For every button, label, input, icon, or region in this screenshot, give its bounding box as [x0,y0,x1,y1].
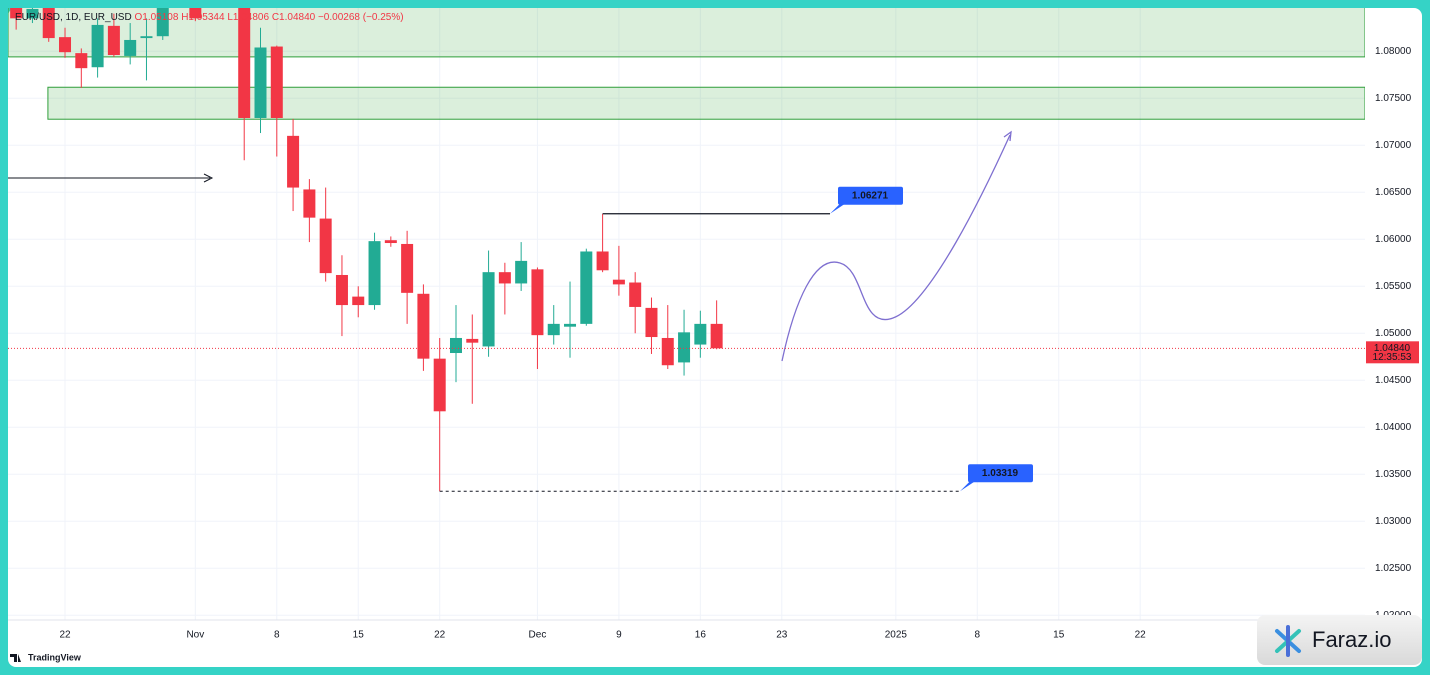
candle-body [335,274,348,306]
candle-body [238,8,251,118]
candle-body [368,241,381,306]
source: TradingView [28,652,82,662]
y-tick-label: 1.05500 [1375,281,1412,292]
x-tick-label: 16 [695,630,707,641]
candle-body [287,135,300,188]
y-tick-label: 1.03500 [1375,469,1412,480]
y-tick-label: 1.06000 [1375,234,1412,245]
x-tick-label: 22 [1135,630,1147,641]
y-tick-label: 1.08000 [1375,46,1412,57]
watermark: Faraz.io [1312,627,1391,652]
candle-body [515,260,528,284]
y-tick-label: 1.06500 [1375,187,1412,198]
candle-body [352,296,365,306]
candle-body [59,37,72,53]
x-tick-label: 8 [975,630,981,641]
y-tick-label: 1.04000 [1375,422,1412,433]
candle-body [303,189,316,218]
x-tick-label: 22 [59,630,71,641]
candle-body [678,332,691,363]
level-label-box [968,464,1033,483]
candle-body [547,323,560,336]
candle-body [466,338,479,343]
candle-body [580,251,593,324]
candle-body [612,279,625,285]
candle-body [433,358,446,412]
candle-body [645,307,658,338]
tv-logo [10,654,21,662]
candle-body [629,282,642,307]
projection-arrow [1003,130,1012,142]
y-tick-label: 1.03000 [1375,516,1412,527]
x-tick-label: 15 [353,630,365,641]
x-tick-label: Nov [186,630,204,641]
candle-body [384,240,397,244]
candle-body [75,53,88,69]
y-tick-label: 1.07000 [1375,140,1412,151]
candle-body [26,8,39,19]
candle-body [91,24,104,68]
candle-body [140,36,153,39]
y-tick-label: 1.05000 [1375,328,1412,339]
level-label-box [838,186,903,205]
x-tick-label: 22 [434,630,446,641]
candle-body [596,251,609,271]
candle-body [270,46,283,118]
last-price-label: 1.04840 [1374,343,1411,354]
level-label: 1.06271 [852,190,889,201]
candle-body [531,269,544,336]
candle-body [156,8,169,37]
candle-body [564,323,577,327]
candle-body [449,337,462,354]
candle-body [661,337,674,366]
x-tick-label: 8 [274,630,280,641]
candle-body [107,25,120,56]
y-tick-label: 1.07500 [1375,93,1412,104]
candle-body [189,8,202,19]
candle-body [254,47,267,118]
candle-body [417,293,430,359]
candle-body [42,8,55,39]
candle-body [319,218,332,274]
zone [8,8,1365,58]
level-label: 1.03319 [982,468,1019,479]
arrow-head [203,173,214,183]
candle-body [401,243,414,293]
candle-body [498,272,511,284]
x-tick-label: 9 [616,630,622,641]
candle-body [482,272,495,347]
zone [47,86,1365,120]
x-tick-label: 2025 [885,630,908,641]
countdown: 12:35:53 [1373,352,1412,363]
header: EUR/USD, 1D, EUR_USD O1.05108 H1.05344 L… [15,12,404,23]
candle-body [10,8,23,19]
candle-body [710,323,723,349]
last-price-box [1366,341,1419,364]
watermark-icon [1275,625,1301,657]
y-tick-label: 1.02500 [1375,563,1412,574]
x-tick-label: 15 [1053,630,1065,641]
y-tick-label: 1.04500 [1375,375,1412,386]
x-tick-label: Dec [529,630,547,641]
projection-curve [781,134,1011,362]
candle-body [124,39,137,56]
x-tick-label: 23 [776,630,788,641]
candle-body [694,323,707,345]
